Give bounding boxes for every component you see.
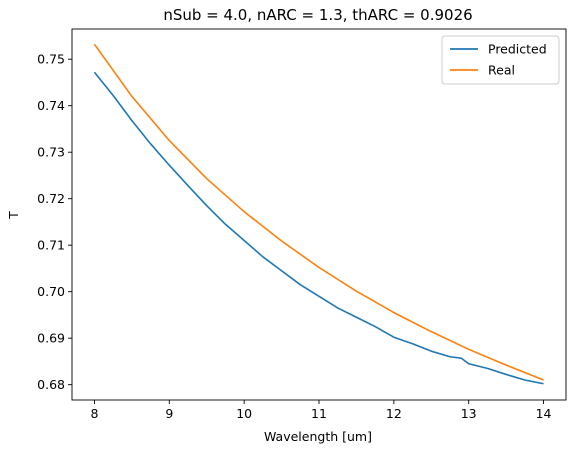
y-tick-label: 0.71 [37,238,65,253]
legend-label-predicted: Predicted [488,42,547,57]
x-axis-label: Wavelength [um] [264,429,372,444]
y-tick-label: 0.75 [37,52,65,67]
series-line-real [93,43,544,381]
y-tick-label: 0.73 [37,145,65,160]
y-tick-label: 0.69 [37,331,65,346]
legend-box [441,35,560,85]
x-tick-label: 14 [536,406,552,421]
x-tick-label: 11 [311,406,327,421]
x-tick-label: 9 [165,406,173,421]
axes-frame [71,28,567,401]
plot-frame [71,28,567,401]
y-tick-label: 0.74 [37,98,65,113]
series-line-predicted [93,71,544,385]
ticks-layer: 8 9 10 11 12 13 14 0.68 0.69 0.70 0.71 0.72 0.73 0.74… [37,52,551,421]
x-tick-label: 13 [461,406,477,421]
chart-title: nSub = 4.0, nARC = 1.3, thARC = 0.9026 [163,6,472,24]
series-layer [93,43,544,385]
y-tick-label: 0.68 [37,377,65,392]
x-tick-label: 10 [236,406,252,421]
x-tick-label: 8 [90,406,98,421]
x-tick-label: 12 [386,406,402,421]
y-tick-label: 0.72 [37,191,65,206]
y-tick-label: 0.70 [37,284,65,299]
y-axis-label: T [6,211,21,220]
legend: Predicted Real [441,35,560,85]
legend-label-real: Real [488,63,515,78]
